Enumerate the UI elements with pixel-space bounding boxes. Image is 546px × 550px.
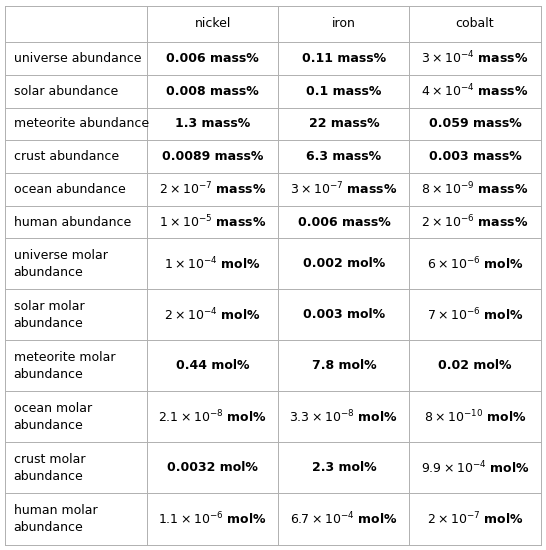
Text: ocean molar
abundance: ocean molar abundance: [14, 402, 92, 432]
Text: ocean abundance: ocean abundance: [14, 183, 126, 196]
Text: iron: iron: [332, 17, 356, 30]
Text: 0.003 mol%: 0.003 mol%: [303, 309, 385, 322]
Text: cobalt: cobalt: [456, 17, 494, 30]
Text: $1.1\times10^{-6}$ mol%: $1.1\times10^{-6}$ mol%: [158, 511, 267, 527]
Text: 6.3 mass%: 6.3 mass%: [306, 150, 382, 163]
Text: 22 mass%: 22 mass%: [308, 117, 379, 130]
Text: $1\times10^{-5}$ mass%: $1\times10^{-5}$ mass%: [159, 214, 266, 230]
Text: 7.8 mol%: 7.8 mol%: [312, 360, 376, 372]
Text: 0.0089 mass%: 0.0089 mass%: [162, 150, 264, 163]
Text: 0.11 mass%: 0.11 mass%: [302, 52, 386, 65]
Text: 0.003 mass%: 0.003 mass%: [429, 150, 521, 163]
Text: 0.006 mass%: 0.006 mass%: [298, 216, 390, 229]
Text: 0.008 mass%: 0.008 mass%: [167, 85, 259, 98]
Text: universe abundance: universe abundance: [14, 52, 141, 65]
Text: solar molar
abundance: solar molar abundance: [14, 300, 84, 330]
Text: human abundance: human abundance: [14, 216, 131, 229]
Text: meteorite abundance: meteorite abundance: [14, 117, 149, 130]
Text: 2.3 mol%: 2.3 mol%: [312, 461, 376, 475]
Text: $6\times10^{-6}$ mol%: $6\times10^{-6}$ mol%: [426, 256, 524, 272]
Text: $2\times10^{-4}$ mol%: $2\times10^{-4}$ mol%: [164, 307, 262, 323]
Text: crust molar
abundance: crust molar abundance: [14, 453, 85, 483]
Text: universe molar
abundance: universe molar abundance: [14, 249, 108, 279]
Text: $8\times10^{-10}$ mol%: $8\times10^{-10}$ mol%: [424, 409, 526, 425]
Text: $3.3\times10^{-8}$ mol%: $3.3\times10^{-8}$ mol%: [289, 409, 399, 425]
Text: $3\times10^{-7}$ mass%: $3\times10^{-7}$ mass%: [290, 181, 397, 197]
Text: $7\times10^{-6}$ mol%: $7\times10^{-6}$ mol%: [426, 307, 524, 323]
Text: crust abundance: crust abundance: [14, 150, 119, 163]
Text: 0.02 mol%: 0.02 mol%: [438, 360, 512, 372]
Text: 0.44 mol%: 0.44 mol%: [176, 360, 250, 372]
Text: $3\times10^{-4}$ mass%: $3\times10^{-4}$ mass%: [422, 50, 529, 67]
Text: $9.9\times10^{-4}$ mol%: $9.9\times10^{-4}$ mol%: [420, 460, 530, 476]
Text: human molar
abundance: human molar abundance: [14, 504, 97, 534]
Text: $1\times10^{-4}$ mol%: $1\times10^{-4}$ mol%: [164, 256, 262, 272]
Text: meteorite molar
abundance: meteorite molar abundance: [14, 351, 115, 381]
Text: $2\times10^{-7}$ mol%: $2\times10^{-7}$ mol%: [426, 511, 524, 527]
Text: $2.1\times10^{-8}$ mol%: $2.1\times10^{-8}$ mol%: [158, 409, 267, 425]
Text: 0.059 mass%: 0.059 mass%: [429, 117, 521, 130]
Text: $2\times10^{-6}$ mass%: $2\times10^{-6}$ mass%: [422, 214, 529, 230]
Text: 1.3 mass%: 1.3 mass%: [175, 117, 251, 130]
Text: 0.002 mol%: 0.002 mol%: [303, 257, 385, 271]
Text: $8\times10^{-9}$ mass%: $8\times10^{-9}$ mass%: [422, 181, 529, 197]
Text: $2\times10^{-7}$ mass%: $2\times10^{-7}$ mass%: [159, 181, 266, 197]
Text: 0.0032 mol%: 0.0032 mol%: [168, 461, 258, 475]
Text: 0.006 mass%: 0.006 mass%: [167, 52, 259, 65]
Text: $4\times10^{-4}$ mass%: $4\times10^{-4}$ mass%: [422, 83, 529, 100]
Text: $6.7\times10^{-4}$ mol%: $6.7\times10^{-4}$ mol%: [290, 511, 398, 527]
Text: solar abundance: solar abundance: [14, 85, 118, 98]
Text: nickel: nickel: [194, 17, 231, 30]
Text: 0.1 mass%: 0.1 mass%: [306, 85, 382, 98]
